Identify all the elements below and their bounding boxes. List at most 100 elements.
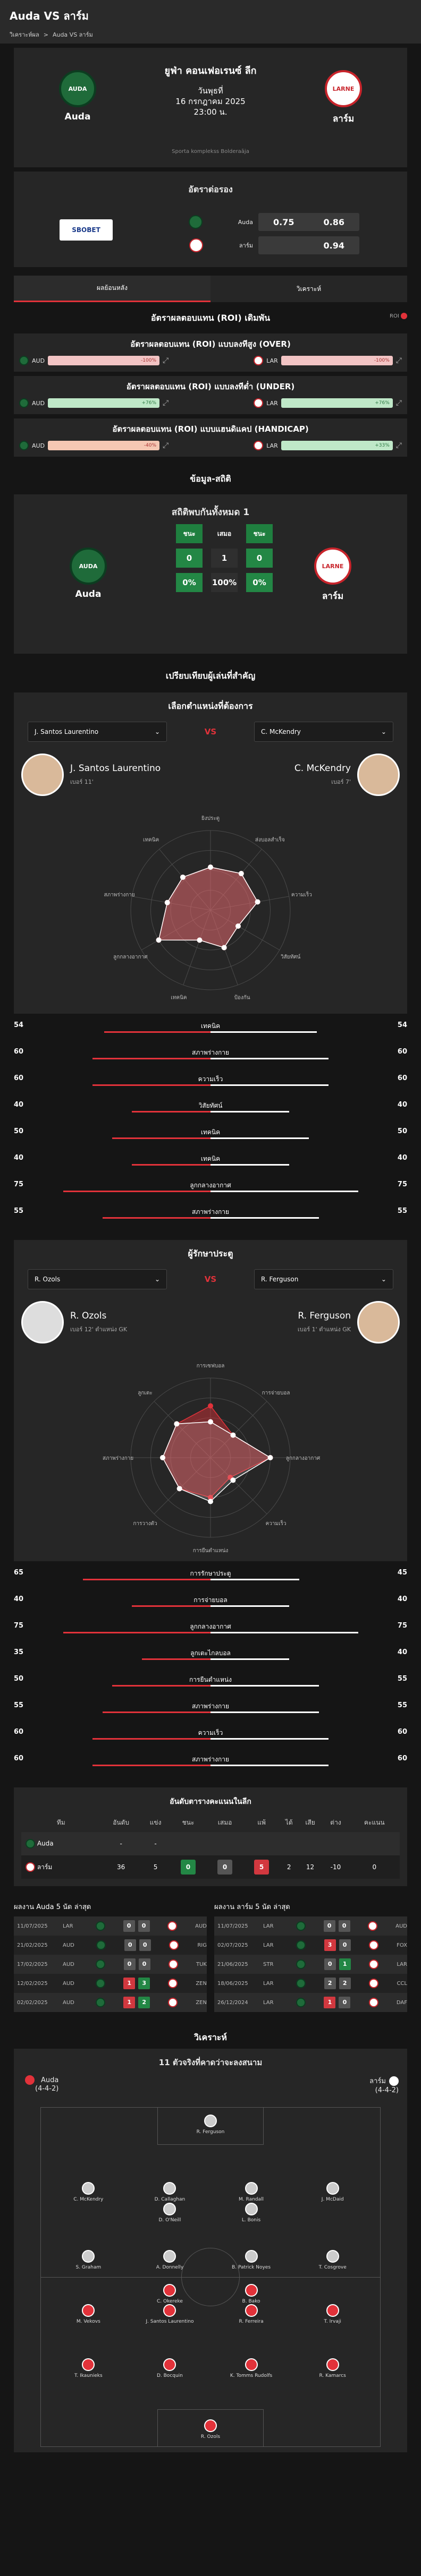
expand-icon[interactable]: ⤢ bbox=[395, 441, 402, 450]
form-score2: 0 bbox=[139, 1939, 151, 1951]
compare-row: 75 ลูกกลางอากาศ 75 bbox=[14, 1614, 407, 1641]
right-player-info: C. McKendry เบอร์ 7' bbox=[294, 754, 400, 796]
lineup-player[interactable]: M. Vekovs bbox=[59, 2304, 117, 2324]
compare-left-value: 55 bbox=[14, 1207, 24, 1215]
bookmaker-logo[interactable]: SBOBET bbox=[60, 219, 113, 241]
form-team2: FOX bbox=[397, 1942, 407, 1948]
tab-analysis[interactable]: วิเคราะห์ bbox=[296, 285, 322, 293]
expand-icon[interactable]: ⤢ bbox=[163, 356, 169, 365]
h2h-home: AUDA Auda bbox=[56, 547, 120, 600]
lineup-player[interactable]: D. Bocquin bbox=[140, 2358, 199, 2378]
standings-header: ทีม bbox=[56, 1818, 65, 1826]
lineup-player[interactable]: J. Santos Laurentino bbox=[140, 2304, 199, 2324]
left-keeper-select[interactable]: R. Ozols ⌄ bbox=[28, 1269, 167, 1289]
form-date: 18/06/2025 bbox=[217, 1980, 248, 1987]
radar-point bbox=[208, 1499, 213, 1504]
lineup-player[interactable]: B. Bako bbox=[222, 2283, 281, 2304]
radar-right-series bbox=[158, 867, 258, 948]
roi-home-pct: +76% bbox=[141, 400, 157, 406]
compare-right-bar bbox=[210, 1084, 329, 1086]
expand-icon[interactable]: ⤢ bbox=[395, 356, 402, 365]
lineup-player[interactable]: K. Tomms Rudolfs bbox=[222, 2358, 281, 2378]
expand-icon[interactable]: ⤢ bbox=[163, 399, 169, 407]
odds-handicap: 0.75 bbox=[273, 217, 294, 227]
radar-point bbox=[197, 937, 203, 943]
form-date: 17/02/2025 bbox=[17, 1961, 48, 1967]
radar-point bbox=[238, 871, 244, 877]
left-keeper-name: R. Ozols bbox=[70, 1311, 107, 1321]
attackers-compare: เลือกตำแหน่งที่ต้องการ J. Santos Laurent… bbox=[14, 692, 407, 1014]
home-team[interactable]: AUDA Auda bbox=[46, 70, 110, 122]
compare-right-value: 60 bbox=[397, 1755, 407, 1762]
compare-left-value: 55 bbox=[14, 1701, 24, 1709]
form-row[interactable]: 02/02/2025 AUD 1 2 ZEN bbox=[14, 1993, 207, 2012]
standings-row[interactable]: ลาร์ม 36 5 0 0 5 2 12 -10 0 bbox=[21, 1855, 400, 1879]
compare-stat-name: สภาพร่างกาย bbox=[192, 1756, 229, 1763]
roi-note[interactable]: ROI bbox=[390, 313, 407, 319]
form-row[interactable]: 26/12/2024 LAR 1 0 DAF bbox=[214, 1993, 407, 2012]
standings-row[interactable]: Auda - - bbox=[21, 1832, 400, 1855]
stats-section-title: ข้อมูล-สถิติ bbox=[190, 474, 231, 484]
lineup-player-name: L. Bonis bbox=[241, 2217, 261, 2223]
breadcrumb-home[interactable]: วิเคราะห์ผล bbox=[10, 31, 39, 38]
lineup-player[interactable]: M. Randall bbox=[222, 2182, 281, 2202]
lineup-player[interactable]: S. Graham bbox=[59, 2249, 117, 2270]
lineup-player[interactable]: B. Patrick Noyes bbox=[222, 2249, 281, 2270]
top-penalty-box bbox=[157, 2108, 264, 2145]
form-row[interactable]: 02/07/2025 LAR 3 0 FOX bbox=[214, 1936, 407, 1955]
odds-home-box[interactable]: 0.75 0.86 bbox=[258, 213, 359, 231]
right-keeper-select[interactable]: R. Ferguson ⌄ bbox=[254, 1269, 393, 1289]
form-team1: AUD bbox=[63, 1999, 74, 2006]
lineup-player-name: B. Bako bbox=[242, 2298, 260, 2304]
lineup-player[interactable]: L. Bonis bbox=[222, 2202, 281, 2223]
lineup-player[interactable]: D. Callaghan bbox=[140, 2182, 199, 2202]
chevron-down-icon: ⌄ bbox=[154, 728, 160, 735]
form-row[interactable]: 21/02/2025 AUD 0 0 RIG bbox=[14, 1936, 207, 1955]
compare-left-value: 40 bbox=[14, 1595, 24, 1603]
player-marker-icon bbox=[204, 2419, 217, 2432]
lineup-player[interactable]: R. Ozols bbox=[181, 2419, 240, 2440]
radar-point bbox=[174, 1421, 180, 1427]
lineup-player[interactable]: J. McDaid bbox=[304, 2182, 362, 2202]
lineup-player[interactable]: A. Donnelly bbox=[140, 2249, 199, 2270]
compare-right-value: 40 bbox=[397, 1154, 407, 1162]
chevron-down-icon: ⌄ bbox=[154, 1276, 160, 1283]
odds-away-label: ลาร์ม bbox=[239, 242, 253, 249]
form-row[interactable]: 11/07/2025 LAR 0 0 AUD bbox=[214, 1916, 407, 1936]
form-date: 12/02/2025 bbox=[17, 1980, 48, 1987]
left-player-select[interactable]: J. Santos Laurentino ⌄ bbox=[28, 722, 167, 742]
lineup-player[interactable]: T. Irvaji bbox=[304, 2304, 362, 2324]
form-team1: AUD bbox=[63, 1980, 74, 1987]
lineup-player[interactable]: R. Ferreira bbox=[222, 2304, 281, 2324]
right-player-select[interactable]: C. McKendry ⌄ bbox=[254, 722, 393, 742]
lineup-player[interactable]: R. Ferguson bbox=[181, 2114, 240, 2135]
odds-away-box[interactable]: 0.94 bbox=[258, 236, 359, 254]
radar-spoke bbox=[141, 910, 211, 951]
compare-right-value: 40 bbox=[397, 1595, 407, 1603]
form-row[interactable]: 18/06/2025 LAR 2 2 CCL bbox=[214, 1974, 407, 1993]
radar-axis-label: ส่งบอลสำเร็จ bbox=[255, 836, 285, 843]
compare-stat-name: เทคนิค bbox=[200, 1128, 221, 1136]
team-crest-icon bbox=[96, 1979, 106, 1988]
form-team1: STR bbox=[263, 1961, 274, 1967]
lineup-player[interactable]: C. Okereke bbox=[140, 2283, 199, 2304]
form-row[interactable]: 11/07/2025 LAR 0 0 AUD bbox=[14, 1916, 207, 1936]
roi-title: อัตราผลตอบแทน (ROI) เดิมพัน bbox=[150, 313, 271, 323]
lineup-player[interactable]: C. McKendry bbox=[59, 2182, 117, 2202]
lineup-player[interactable]: T. Ikaunieks bbox=[59, 2358, 117, 2378]
team-crest-icon bbox=[368, 1998, 378, 2007]
compare-left-bar bbox=[92, 1084, 210, 1086]
form-row[interactable]: 17/02/2025 AUD 0 0 TUK bbox=[14, 1955, 207, 1974]
form-row[interactable]: 21/06/2025 STR 0 1 LAR bbox=[214, 1955, 407, 1974]
compare-right-bar bbox=[210, 1579, 299, 1580]
lineup-player[interactable]: R. Kamarcs bbox=[304, 2358, 362, 2378]
lineup-player[interactable]: D. O'Neill bbox=[140, 2202, 199, 2223]
form-row[interactable]: 12/02/2025 AUD 1 3 ZEN bbox=[14, 1974, 207, 1993]
expand-icon[interactable]: ⤢ bbox=[395, 399, 402, 407]
tab-history[interactable]: ผลย้อนหลัง bbox=[14, 276, 210, 302]
expand-icon[interactable]: ⤢ bbox=[163, 441, 169, 450]
away-team[interactable]: LARNE ลาร์ม bbox=[311, 70, 375, 126]
league-name[interactable]: ยูฟ่า คอนเฟอเรนซ์ ลีก bbox=[164, 65, 257, 76]
lineup-player[interactable]: T. Cosgrove bbox=[304, 2249, 362, 2270]
compare-row: 60 ความเร็ว 60 bbox=[14, 1067, 407, 1093]
